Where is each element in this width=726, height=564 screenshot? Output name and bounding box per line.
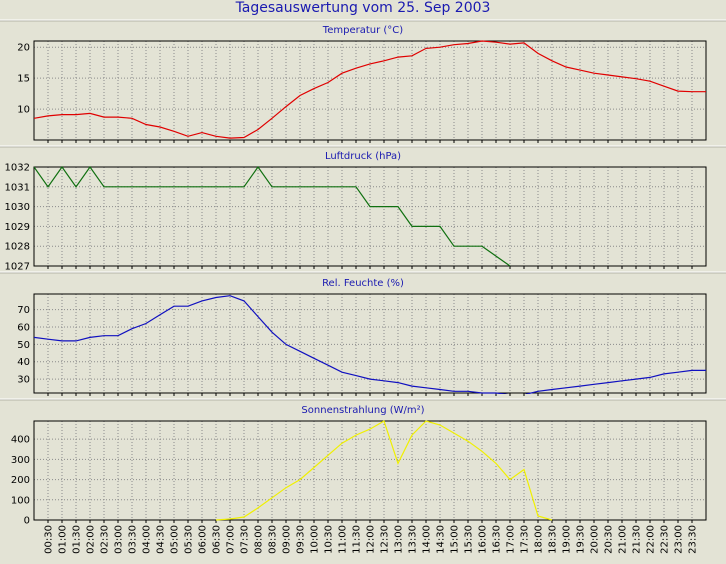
y-tick-label: 200 (11, 475, 30, 486)
x-tick-label: 01:00 (58, 525, 69, 554)
y-tick-label: 100 (11, 495, 30, 506)
x-tick-label: 02:00 (86, 525, 97, 554)
x-axis: 00:30 01:00 01:30 02:00 02:30 03:00 03:30 04:00… (44, 525, 699, 554)
x-tick-label: 16:30 (492, 525, 503, 554)
panels-layer: Temperatur (°C) 10 15 20 Luftdruck (hPa) 1027… (0, 19, 726, 527)
x-tick-label: 04:00 (142, 525, 153, 554)
x-tick-label: 22:00 (646, 525, 657, 554)
y-tick-label: 30 (17, 375, 30, 386)
x-tick-label: 20:30 (604, 525, 615, 554)
x-tick-label: 07:00 (226, 525, 237, 554)
x-tick-label: 14:00 (422, 525, 433, 554)
chart-title: Luftdruck (hPa) (325, 151, 401, 162)
x-tick-label: 13:00 (394, 525, 405, 554)
series-line (215, 420, 553, 521)
x-tick-label: 02:30 (100, 525, 111, 554)
x-tick-label: 12:00 (366, 525, 377, 554)
x-tick-label: 15:00 (450, 525, 461, 554)
series-line (34, 40, 706, 139)
y-tick-label: 300 (11, 455, 30, 466)
x-tick-label: 08:00 (254, 525, 265, 554)
x-tick-label: 21:00 (618, 525, 629, 554)
y-tick-label: 40 (17, 357, 30, 368)
x-tick-label: 18:00 (534, 525, 545, 554)
y-tick-label: 60 (17, 323, 30, 334)
y-tick-label: 20 (17, 43, 30, 54)
y-tick-label: 1030 (5, 202, 30, 213)
x-tick-label: 15:30 (464, 525, 475, 554)
x-tick-label: 20:00 (590, 525, 601, 554)
x-tick-label: 19:30 (576, 525, 587, 554)
x-tick-label: 22:30 (660, 525, 671, 554)
x-tick-label: 17:30 (520, 525, 531, 554)
y-tick-label: 400 (11, 435, 30, 446)
x-tick-label: 23:00 (674, 525, 685, 554)
y-tick-label: 0 (24, 516, 30, 527)
series-line (34, 295, 706, 394)
x-tick-label: 14:30 (436, 525, 447, 554)
y-tick-label: 1029 (5, 222, 30, 233)
x-tick-label: 11:30 (352, 525, 363, 554)
x-tick-label: 09:30 (296, 525, 307, 554)
page-title: Tagesauswertung vom 25. Sep 2003 (235, 0, 491, 16)
x-tick-label: 05:30 (184, 525, 195, 554)
x-tick-label: 12:30 (380, 525, 391, 554)
y-tick-label: 15 (17, 74, 30, 85)
chart-panel-2: Luftdruck (hPa) 1027 1028 1029 1030 1031 1032 (0, 145, 726, 273)
x-tick-label: 05:00 (170, 525, 181, 554)
x-tick-label: 06:00 (198, 525, 209, 554)
y-tick-label: 1027 (5, 262, 30, 273)
x-tick-label: 18:30 (548, 525, 559, 554)
x-tick-label: 06:30 (212, 525, 223, 554)
x-tick-label: 03:30 (128, 525, 139, 554)
y-tick-label: 1031 (5, 182, 30, 193)
x-tick-label: 04:30 (156, 525, 167, 554)
chart-panel-3: Rel. Feuchte (%) 30 40 50 60 70 (0, 271, 726, 396)
y-tick-label: 50 (17, 340, 30, 351)
chart-title: Rel. Feuchte (%) (322, 278, 404, 289)
x-tick-label: 10:30 (324, 525, 335, 554)
x-tick-label: 03:00 (114, 525, 125, 554)
x-tick-label: 23:30 (688, 525, 699, 554)
x-tick-label: 09:00 (282, 525, 293, 554)
y-tick-label: 1032 (5, 163, 30, 174)
y-tick-label: 1028 (5, 242, 30, 253)
x-tick-label: 10:00 (310, 525, 321, 554)
x-tick-label: 01:30 (72, 525, 83, 554)
y-tick-label: 10 (17, 105, 30, 116)
chart-title: Sonnenstrahlung (W/m²) (301, 405, 424, 416)
x-tick-label: 11:00 (338, 525, 349, 554)
x-tick-label: 21:30 (632, 525, 643, 554)
x-tick-label: 07:30 (240, 525, 251, 554)
x-tick-label: 00:30 (44, 525, 55, 554)
x-tick-label: 08:30 (268, 525, 279, 554)
x-tick-label: 19:00 (562, 525, 573, 554)
chart-panel-1: Temperatur (°C) 10 15 20 (0, 19, 726, 143)
y-tick-label: 70 (17, 305, 30, 316)
chart-title: Temperatur (°C) (322, 25, 403, 36)
series-line (34, 166, 511, 267)
x-tick-label: 13:30 (408, 525, 419, 554)
x-tick-label: 17:00 (506, 525, 517, 554)
x-tick-label: 16:00 (478, 525, 489, 554)
chart-panel-4: Sonnenstrahlung (W/m²) 0 100 200 300 400 (0, 398, 726, 527)
